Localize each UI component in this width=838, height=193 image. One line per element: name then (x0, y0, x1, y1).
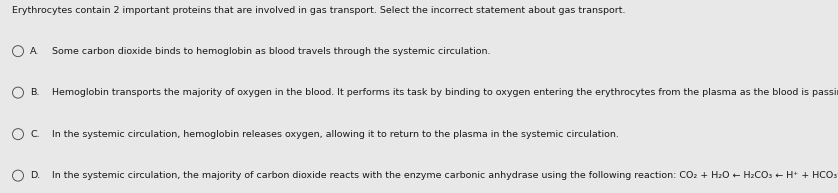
Text: Erythrocytes contain 2 important proteins that are involved in gas transport. Se: Erythrocytes contain 2 important protein… (12, 6, 625, 15)
Text: D.: D. (30, 171, 40, 180)
Text: Some carbon dioxide binds to hemoglobin as blood travels through the systemic ci: Some carbon dioxide binds to hemoglobin … (52, 47, 490, 56)
Text: A.: A. (30, 47, 39, 56)
Text: B.: B. (30, 88, 39, 97)
Text: Hemoglobin transports the majority of oxygen in the blood. It performs its task : Hemoglobin transports the majority of ox… (52, 88, 838, 97)
Text: C.: C. (30, 130, 39, 139)
Text: In the systemic circulation, the majority of carbon dioxide reacts with the enzy: In the systemic circulation, the majorit… (52, 171, 838, 180)
Text: In the systemic circulation, hemoglobin releases oxygen, allowing it to return t: In the systemic circulation, hemoglobin … (52, 130, 619, 139)
